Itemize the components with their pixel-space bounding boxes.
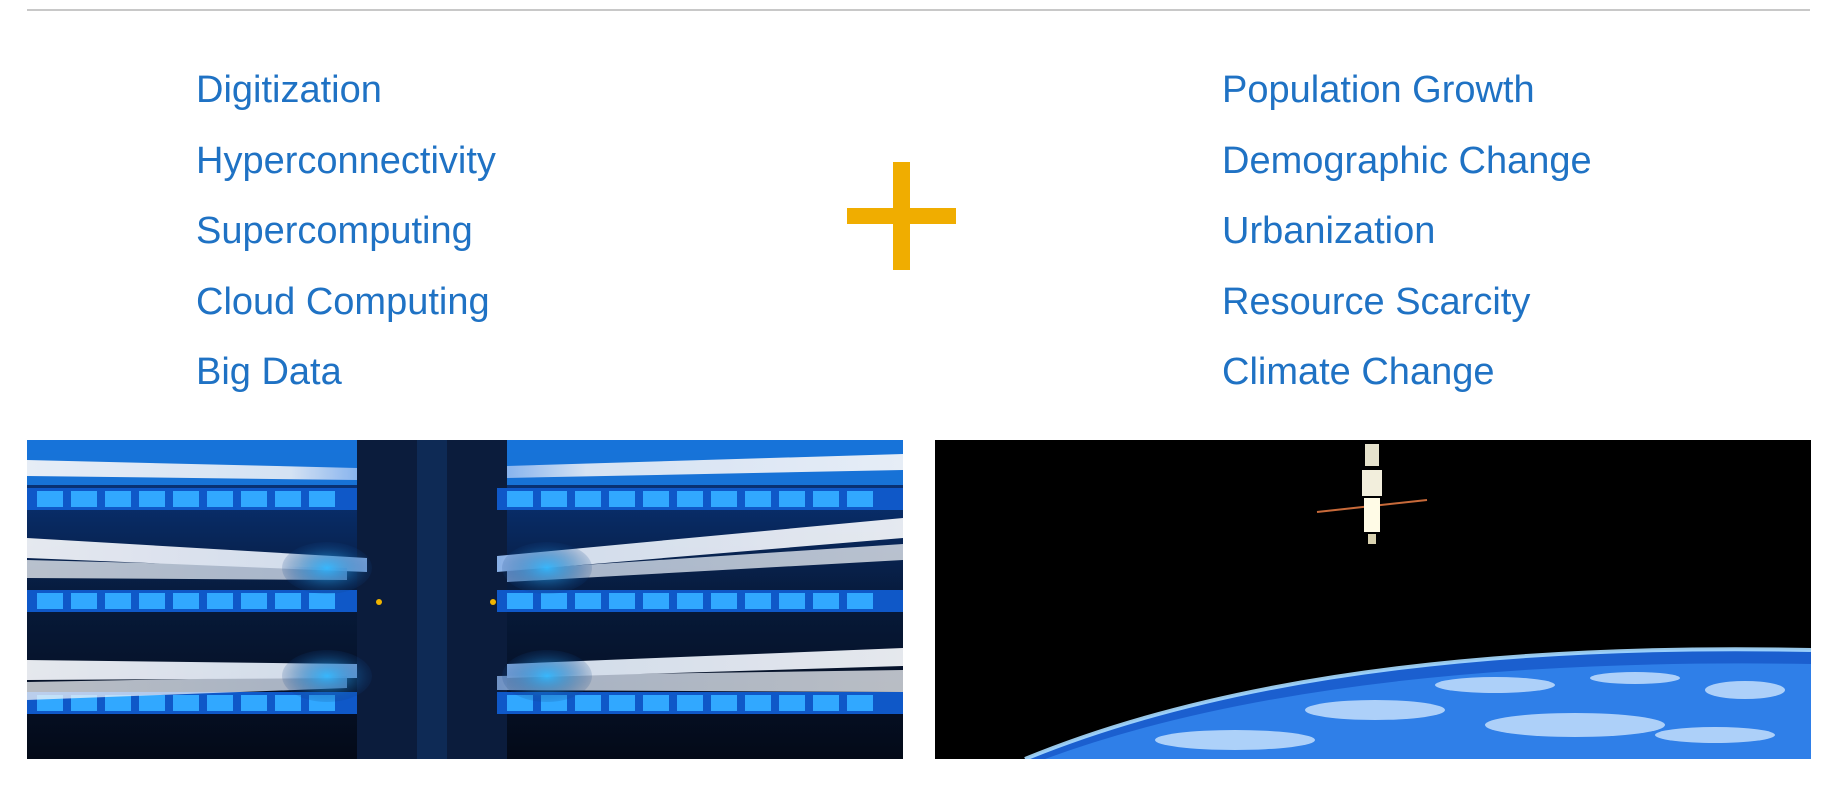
list-item-digitization: Digitization xyxy=(196,69,382,111)
list-item-urbanization: Urbanization xyxy=(1222,210,1436,252)
top-divider xyxy=(27,9,1810,11)
technology-trends-list: Digitization Hyperconnectivity Supercomp… xyxy=(196,60,496,413)
list-item-big-data: Big Data xyxy=(196,351,342,393)
patch-panel-illustration xyxy=(27,440,903,759)
list-item-resource-scarcity: Resource Scarcity xyxy=(1222,280,1531,323)
list-item-cloud-computing: Cloud Computing xyxy=(196,280,490,323)
satellite-earth-illustration xyxy=(935,440,1811,759)
network-patch-panel-image xyxy=(27,440,903,759)
satellite-earth-image xyxy=(935,440,1811,759)
list-item-hyperconnectivity: Hyperconnectivity xyxy=(196,139,496,182)
list-item-climate-change: Climate Change xyxy=(1222,351,1495,393)
list-item-supercomputing: Supercomputing xyxy=(196,210,473,252)
plus-vertical-bar xyxy=(893,162,910,270)
global-trends-list: Population Growth Demographic Change Urb… xyxy=(1222,60,1592,413)
list-item-population-growth: Population Growth xyxy=(1222,69,1535,111)
list-item-demographic-change: Demographic Change xyxy=(1222,139,1592,182)
plus-icon xyxy=(847,162,956,270)
satellite-icon xyxy=(1316,444,1428,544)
